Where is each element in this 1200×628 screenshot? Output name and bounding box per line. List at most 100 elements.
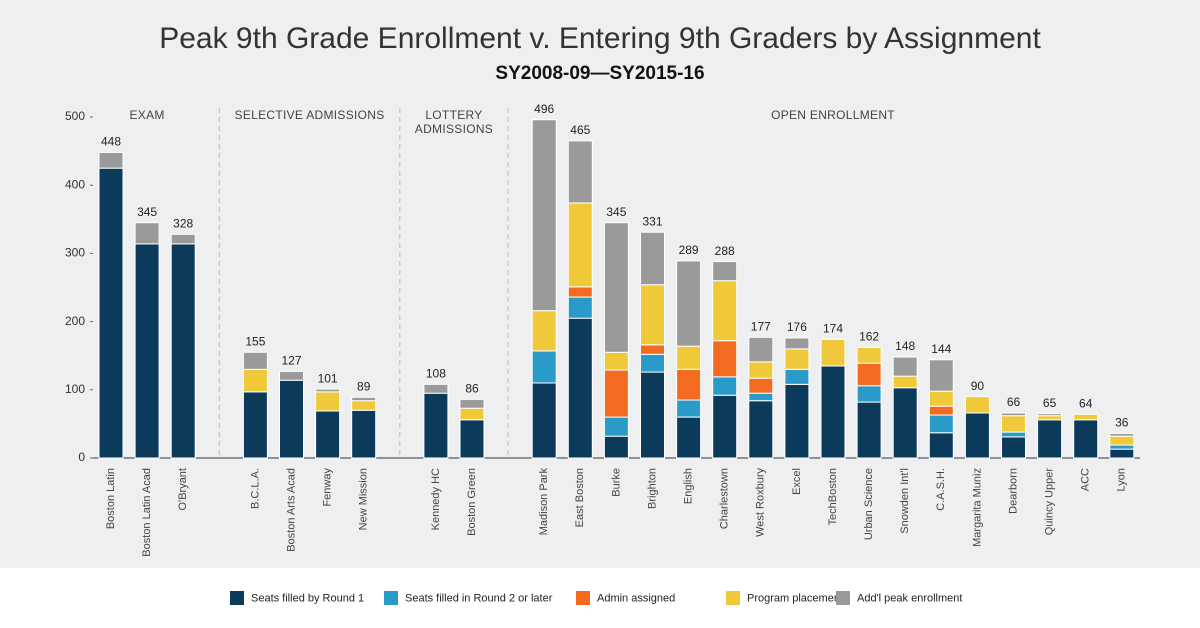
group-label: OPEN ENROLLMENT: [771, 108, 895, 122]
legend-swatch: [726, 591, 740, 605]
x-tick-label: TechBoston: [827, 468, 839, 525]
total-label: 127: [281, 354, 301, 368]
group-label: LOTTERY ADMISSIONS: [415, 108, 493, 136]
bar-segment: [640, 353, 665, 373]
bar-segment: [1109, 435, 1135, 446]
bar-segment: [1073, 413, 1099, 421]
bar-segment: [784, 337, 810, 350]
bar-segment: [603, 435, 629, 459]
bar-segment: [748, 336, 774, 363]
total-label: 86: [465, 382, 479, 396]
total-label: 176: [787, 320, 807, 334]
total-label: 36: [1115, 416, 1129, 430]
legend-swatch: [836, 591, 850, 605]
bar-segment: [351, 409, 377, 459]
bar-segment: [1001, 431, 1026, 438]
x-tick-label: Quincy Upper: [1044, 468, 1056, 536]
total-label: 64: [1079, 397, 1093, 411]
legend-swatch: [230, 591, 244, 605]
bar-segment: [1037, 415, 1063, 421]
bar-segment: [567, 317, 593, 459]
x-tick-label: Lyon: [1116, 468, 1128, 491]
y-tick-label: 0: [78, 450, 85, 464]
bar-segment: [423, 383, 449, 394]
bar-segment: [640, 231, 665, 286]
bar-segment: [676, 368, 702, 401]
bar-segment: [928, 390, 954, 407]
total-label: 155: [245, 334, 265, 348]
total-label: 101: [318, 371, 338, 385]
total-label: 496: [534, 102, 554, 116]
x-tick-label: Burke: [610, 468, 622, 497]
total-label: 108: [426, 367, 446, 381]
bar-segment: [856, 362, 882, 387]
bar-segment: [928, 432, 954, 459]
group-label: SELECTIVE ADMISSIONS: [235, 108, 385, 122]
x-tick-label: Urban Science: [863, 468, 875, 540]
bar-segment: [423, 392, 449, 459]
bar-segment: [1037, 419, 1063, 459]
y-tick-label: 500: [65, 109, 85, 123]
chart-subtitle: SY2008-09—SY2015-16: [495, 63, 704, 84]
x-tick-label: C.A.S.H.: [935, 468, 947, 511]
bar-segment: [242, 391, 268, 459]
legend-label: Program placement: [747, 592, 843, 604]
bar-segment: [676, 399, 702, 418]
x-tick-label: Fenway: [322, 468, 334, 507]
bar-segment: [567, 140, 593, 204]
x-tick-label: Snowden Int'l: [899, 468, 911, 534]
bar-segment: [1001, 415, 1026, 433]
bar-segment: [928, 359, 954, 392]
bar-segment: [567, 296, 593, 319]
total-label: 289: [679, 243, 699, 257]
bar-segment: [928, 405, 954, 416]
y-tick-label: 100: [65, 382, 85, 396]
bar-segment: [459, 419, 485, 459]
x-tick-label: Excel: [791, 468, 803, 495]
bar-segment: [170, 243, 196, 459]
x-tick-label: East Boston: [574, 468, 586, 527]
x-tick-label: Brighton: [646, 468, 658, 509]
x-tick-label: New Mission: [358, 468, 370, 530]
bar-segment: [676, 345, 702, 370]
bar-segment: [1037, 413, 1063, 417]
bar-segment: [567, 202, 593, 288]
bar-segment: [98, 167, 124, 459]
bar-segment: [712, 394, 738, 459]
bar-segment: [856, 347, 882, 364]
total-label: 331: [642, 214, 662, 228]
bar-segment: [603, 351, 629, 371]
total-label: 162: [859, 330, 879, 344]
x-tick-label: English: [683, 468, 695, 504]
bar-segment: [603, 369, 629, 418]
bar-segment: [531, 382, 557, 459]
x-tick-label: O'Bryant: [177, 468, 189, 510]
bar-segment: [242, 368, 268, 393]
x-tick-label: West Roxbury: [755, 468, 767, 537]
bar-segment: [784, 383, 810, 459]
y-tick-label: 300: [65, 246, 85, 260]
bar-segment: [603, 222, 629, 353]
bar-segment: [748, 377, 774, 394]
bar-segment: [170, 233, 196, 245]
total-label: 465: [570, 123, 590, 137]
bar-segment: [712, 340, 738, 378]
bar-segment: [784, 348, 810, 370]
x-tick-label: Charlestown: [719, 468, 731, 529]
legend-label: Add'l peak enrollment: [857, 592, 962, 604]
group-label: EXAM: [129, 108, 164, 122]
total-label: 448: [101, 135, 121, 149]
x-tick-label: Boston Latin Acad: [141, 468, 153, 557]
bar-segment: [748, 400, 774, 459]
x-tick-label: Margarita Muniz: [971, 468, 983, 547]
bar-segment: [820, 365, 846, 459]
bar-segment: [459, 398, 485, 409]
x-tick-label: Madison Park: [538, 468, 550, 536]
bar-segment: [892, 356, 918, 377]
bar-segment: [98, 151, 124, 169]
x-tick-label: ACC: [1080, 468, 1092, 491]
bar-segment: [784, 368, 810, 385]
legend-label: Seats filled in Round 2 or later: [405, 592, 553, 604]
bar-segment: [1109, 432, 1135, 437]
bar-segment: [856, 385, 882, 403]
